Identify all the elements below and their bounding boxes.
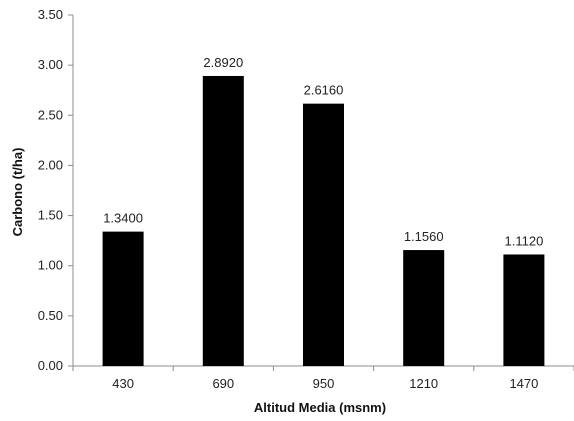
bars	[102, 75, 545, 366]
y-axis-title: Carbono (t/ha)	[10, 148, 25, 237]
y-tick-label: 0.00	[38, 358, 63, 373]
x-tick-label: 1470	[509, 376, 538, 391]
x-tick-label: 690	[212, 376, 234, 391]
x-tick-label: 950	[313, 376, 335, 391]
y-tick-label: 0.50	[38, 308, 63, 323]
data-label: 1.1560	[404, 229, 444, 244]
y-tick-label: 2.00	[38, 157, 63, 172]
data-label: 2.8920	[203, 55, 243, 70]
bar	[102, 231, 144, 366]
y-tick-label: 3.00	[38, 57, 63, 72]
bar	[303, 103, 344, 366]
axes	[68, 14, 574, 371]
y-tick-label: 2.50	[38, 107, 63, 122]
bar	[202, 75, 244, 366]
data-label: 1.3400	[103, 211, 143, 226]
data-label: 1.1120	[505, 233, 544, 248]
x-tick-label: 430	[112, 376, 134, 391]
data-labels: 1.3400 2.8920 2.6160 1.1560 1.1120	[103, 55, 543, 249]
x-axis-title: Altitud Media (msnm)	[254, 400, 386, 415]
y-tick-label: 1.00	[38, 258, 63, 273]
y-tick-label: 3.50	[38, 7, 63, 22]
bar	[503, 254, 545, 366]
x-tick-labels: 430 690 950 1210 1470	[112, 376, 538, 391]
bar	[403, 250, 445, 366]
y-tick-label: 1.50	[38, 208, 63, 223]
data-label: 2.6160	[304, 83, 344, 98]
y-tick-labels: 0.00 0.50 1.00 1.50 2.00 2.50 3.00 3.50	[38, 7, 63, 373]
x-tick-label: 1210	[409, 376, 438, 391]
